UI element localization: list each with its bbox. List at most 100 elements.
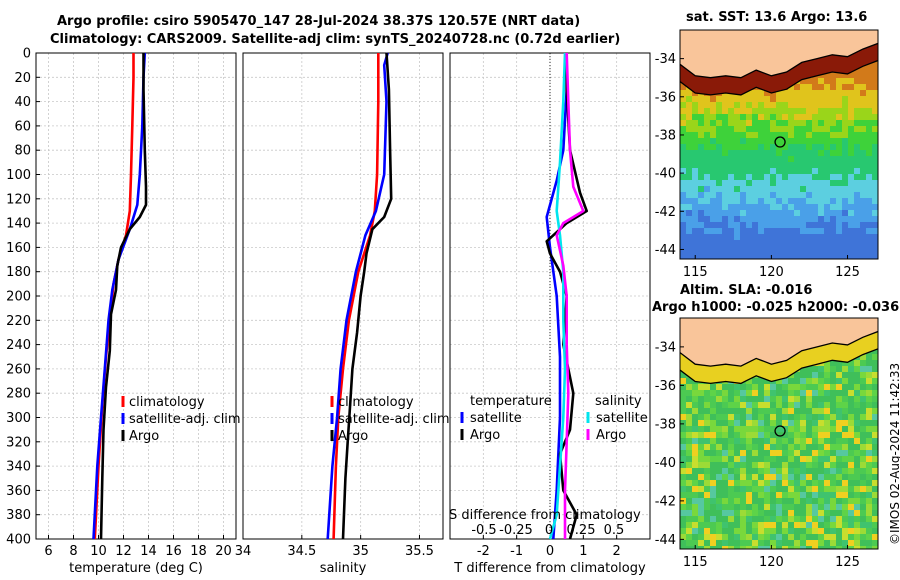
map-cell [788,486,795,493]
y-tick-label: -34 [655,340,676,355]
map-cell [758,498,765,505]
map-cell [854,462,861,469]
map-cell [734,180,741,187]
map-cell [686,522,693,529]
map-cell [806,522,813,529]
map-cell [830,240,837,247]
map-cell [722,402,729,409]
map-cell [830,450,837,457]
map-cell [716,486,723,493]
map-cell [686,540,693,547]
map-cell [782,408,789,415]
map-cell [680,84,687,91]
map-cell [812,498,819,505]
map-cell [722,462,729,469]
map-cell [740,510,747,517]
map-cell [866,504,873,511]
map-cell [866,378,873,385]
map-cell [746,444,753,451]
map-cell [872,384,878,391]
map-cell [776,534,783,541]
map-cell [698,150,705,157]
map-cell [830,132,837,139]
map-cell [746,378,753,385]
y-tick-label: 260 [6,362,31,377]
map-cell [722,162,729,169]
map-cell [794,156,801,163]
map-cell [776,426,783,433]
map-cell [722,420,729,427]
map-cell [728,450,735,457]
map-cell [686,390,693,397]
map-cell [758,468,765,475]
map-cell [854,420,861,427]
map-cell [740,120,747,127]
map-cell [788,240,795,247]
map-cell [866,372,873,379]
map-cell [872,246,878,253]
map-cell [854,246,861,253]
map-cell [788,144,795,151]
map-cell [698,540,705,547]
map-cell [788,498,795,505]
plot-title-line2: Climatology: CARS2009. Satellite-adj cli… [50,32,621,47]
map-cell [746,138,753,145]
map-cell [788,114,795,121]
map-cell [680,420,687,427]
map-cell [722,498,729,505]
map-cell [698,174,705,181]
map-cell [854,396,861,403]
map-cell [794,132,801,139]
map-cell [860,234,867,241]
map-cell [710,156,717,163]
map-cell [728,420,735,427]
map-cell [794,396,801,403]
map-cell [734,486,741,493]
map-cell [836,432,843,439]
map-cell [686,384,693,391]
map-cell [692,150,699,157]
map-cell [704,156,711,163]
map-cell [848,150,855,157]
map-cell [782,486,789,493]
map-cell [866,138,873,145]
map-cell [848,186,855,193]
map-cell [692,468,699,475]
map-cell [752,216,759,223]
map-cell [698,396,705,403]
map-cell [842,546,849,549]
map-cell [836,84,843,91]
map-cell [824,444,831,451]
map-cell [806,126,813,133]
map-cell [854,444,861,451]
map-cell [734,534,741,541]
map-cell [680,522,687,529]
map-cell [746,396,753,403]
map-cell [740,546,747,549]
map-cell [788,402,795,409]
map-cell [848,540,855,547]
map-cell [770,138,777,145]
map-cell [776,444,783,451]
map-cell [728,156,735,163]
map-cell [800,108,807,115]
map-cell [704,384,711,391]
map-cell [692,396,699,403]
map-cell [836,504,843,511]
map-cell [866,426,873,433]
map-cell [848,366,855,373]
map-cell [818,126,825,133]
map-cell [776,228,783,235]
map-cell [770,528,777,535]
map-cell [788,180,795,187]
map-cell [818,96,825,103]
map-cell [788,204,795,211]
map-cell [794,150,801,157]
map-cell [770,210,777,217]
map-cell [854,414,861,421]
map-cell [782,180,789,187]
map-cell [866,354,873,361]
map-cell [704,114,711,121]
map-cell [746,468,753,475]
map-cell [770,384,777,391]
